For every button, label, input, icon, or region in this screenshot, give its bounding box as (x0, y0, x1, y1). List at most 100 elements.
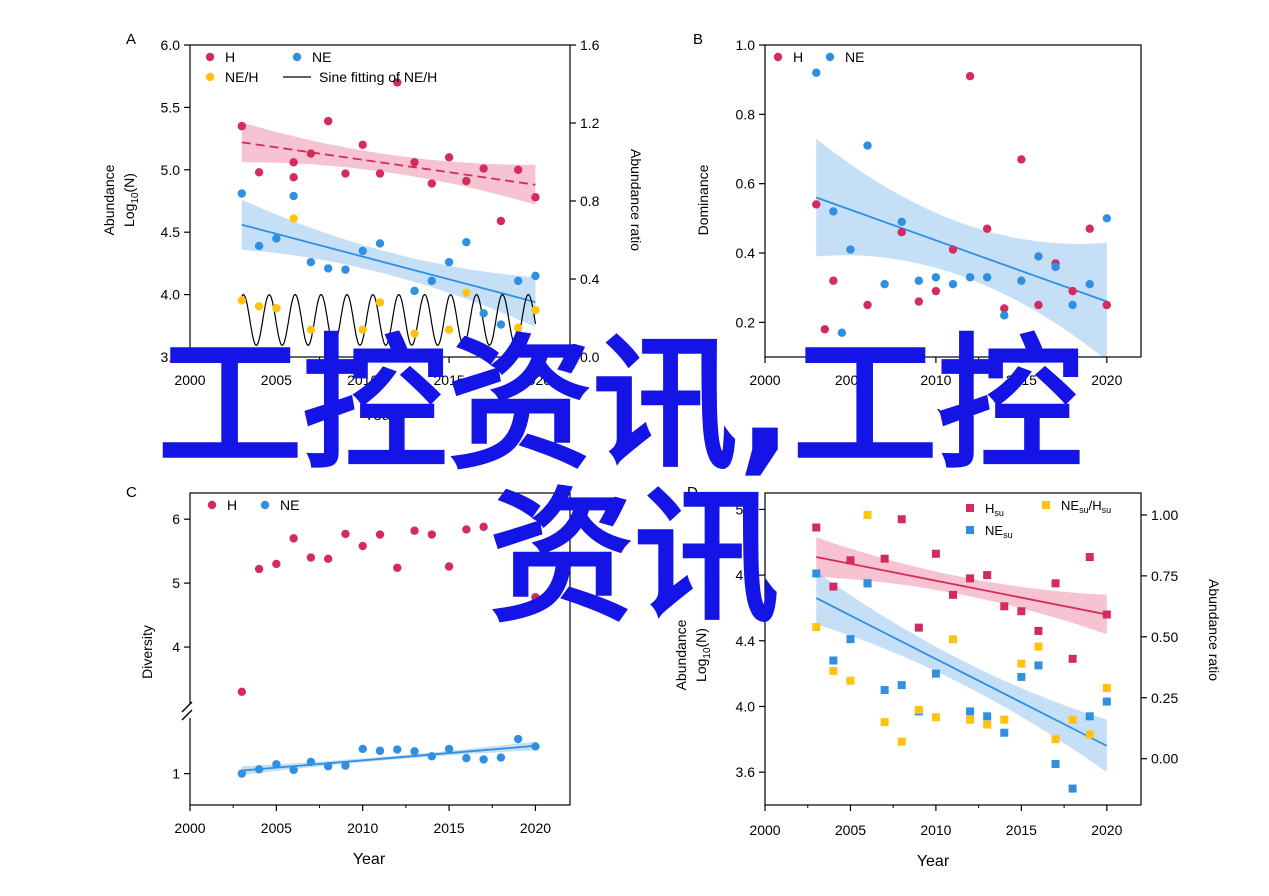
y-right-tick-label: 0.75 (1151, 568, 1178, 584)
h-point (829, 276, 838, 285)
ne-point (410, 747, 419, 756)
h-point (289, 158, 298, 167)
h-point (948, 245, 958, 254)
y-tick-label: 0.2 (736, 314, 756, 330)
h-point (479, 164, 488, 173)
ne-point (306, 257, 316, 267)
ne-confidence-band (816, 138, 1107, 357)
ne-point (1051, 262, 1060, 272)
h-point (531, 592, 540, 602)
panel-a-ylabel-right: Abundance ratio (628, 149, 644, 251)
y-tick-label: 0.8 (736, 106, 756, 122)
y-tick-label: 0.4 (736, 245, 756, 261)
y-tick-label: 1 (172, 766, 180, 782)
axis-break-mark (181, 709, 193, 721)
ne-point (289, 191, 298, 201)
ne-point (982, 273, 992, 282)
h-fit-line (241, 141, 536, 186)
ne-point (812, 68, 821, 77)
ne-point (272, 234, 281, 243)
ne-fit-line (815, 196, 1108, 303)
h-point (358, 541, 367, 551)
y-right-tick-label: 0.4 (580, 271, 600, 287)
ne-hsu-point (1051, 735, 1060, 744)
legend-h-marker (207, 500, 217, 510)
x-tick-label: 2020 (1091, 822, 1122, 838)
nesu-point (1000, 728, 1009, 737)
panel-d-ylabel-log: Log10(N) (693, 628, 713, 682)
y-right-tick-label: 1.6 (580, 37, 600, 53)
hsu-point (846, 556, 855, 565)
axis-break-mark (181, 701, 193, 713)
plot-frame (764, 492, 1142, 806)
ne-h-point (410, 329, 419, 338)
ne-point (513, 734, 523, 744)
ne-h-point (254, 302, 264, 311)
panel-b-label: B (693, 31, 703, 48)
ne-h-point (289, 214, 298, 223)
x-tick-label: 2010 (347, 372, 378, 388)
nesu-point (983, 712, 992, 721)
ne-point (358, 744, 367, 754)
watermark-line-1: 工控资讯,工控 (157, 321, 1082, 490)
panel-a-xlabel: Year (364, 407, 397, 424)
ne-point (1102, 214, 1112, 223)
h-point (1085, 224, 1094, 233)
ne-point (1000, 311, 1009, 320)
x-tick-label: 2010 (347, 820, 378, 836)
ne-point (531, 742, 540, 751)
ne-point (880, 280, 889, 289)
panel-d-ylabel: Abundance (673, 619, 689, 690)
legend-ne-text: NE (312, 49, 331, 65)
ne-point (513, 276, 523, 286)
y-tick-label: 4 (172, 639, 180, 655)
h-point (410, 526, 419, 535)
panel-a: 2000 2005 2010 2015 2020 3.5 4.0 4.5 5.0 5.5 6.0 0.… (161, 37, 600, 388)
hsu-point (1034, 626, 1043, 635)
ne-point (444, 257, 454, 267)
h-point (237, 687, 247, 697)
legend-sine-text: Sine fitting of NE/H (319, 69, 437, 85)
nesu-point (1102, 697, 1111, 706)
nesu-point (829, 656, 838, 665)
nesu-point (1034, 661, 1043, 670)
ne-point (496, 753, 506, 762)
legend-h-text: H (227, 497, 237, 513)
ne-hsu-point (1000, 715, 1009, 724)
ne-h-point (462, 288, 471, 297)
x-tick-label: 2000 (749, 372, 780, 388)
ne-hsu-point (863, 510, 872, 519)
ne-point (897, 217, 906, 226)
legend-ne-hsu-text: NEsu/Hsu (1061, 498, 1111, 515)
x-tick-label: 2005 (835, 822, 866, 838)
y-right-tick-label: 1.2 (580, 115, 600, 131)
x-tick-label: 2005 (261, 372, 292, 388)
ne-point (254, 765, 264, 774)
ne-point (1068, 300, 1077, 310)
ne-point (496, 320, 506, 329)
panel-a-ylabel: Abundance (101, 164, 117, 235)
y-right-tick-label: 0.00 (1151, 751, 1178, 767)
x-tick-label: 2020 (520, 820, 551, 836)
nesu-point (931, 669, 940, 678)
y-tick-label: 1.0 (736, 37, 756, 53)
y-tick-label: 5.5 (161, 99, 181, 115)
h-point (479, 522, 488, 532)
h-point (358, 140, 367, 150)
nesu-fit-line (815, 597, 1108, 747)
h-point (496, 216, 506, 226)
ne-point (306, 757, 316, 767)
y-tick-label: 3.6 (736, 764, 756, 780)
h-point (1102, 300, 1112, 310)
axis-break-gap (182, 704, 198, 718)
hsu-point (1000, 602, 1009, 611)
ne-h-point (513, 323, 523, 332)
hsu-point (949, 590, 957, 599)
h-point (393, 563, 402, 572)
ne-hsu-point (1102, 684, 1111, 692)
x-tick-label: 2005 (261, 820, 292, 836)
ne-h-point (375, 298, 385, 307)
ne-point (462, 753, 471, 763)
nesu-point (812, 569, 821, 578)
